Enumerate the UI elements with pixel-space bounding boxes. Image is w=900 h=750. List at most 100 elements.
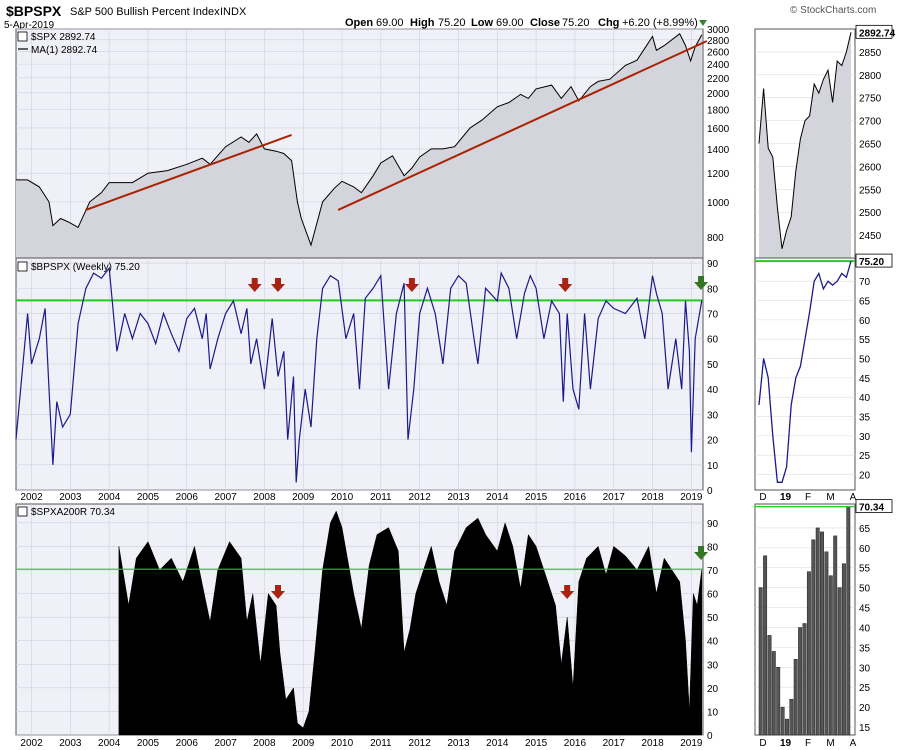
zoom-bar xyxy=(767,635,772,736)
zoom-y-tick: 50 xyxy=(859,355,871,366)
zoom-y-tick: 65 xyxy=(859,297,871,308)
x-tick-label: 2011 xyxy=(370,492,392,503)
x-tick-label: 2012 xyxy=(409,492,432,503)
zoom-area xyxy=(759,32,851,258)
x-tick-label: 2013 xyxy=(447,492,470,503)
zoom-x-tick-label: M xyxy=(826,738,834,749)
bp-y-tick: 70 xyxy=(707,309,719,320)
bullish-percent-panel: 0 10 20 30 40 50 60 70 80 90 $BPSPX (Weekly) 75.20 xyxy=(15,257,719,497)
x-tick-label: 2017 xyxy=(603,738,626,749)
zoom-bar xyxy=(841,563,846,736)
x-tick-label: 2002 xyxy=(20,492,43,503)
a200-y-tick: 10 xyxy=(707,707,719,718)
down-arrow-icon xyxy=(558,278,573,292)
spx-y-tick: 1200 xyxy=(707,169,730,180)
zoom-bar xyxy=(828,575,833,736)
chart-header: $BPSPX S&P 500 Bullish Percent Index IND… xyxy=(4,3,876,31)
zoom-y-tick: 20 xyxy=(859,703,871,714)
x-tick-label: 2006 xyxy=(176,492,199,503)
x-tick-label: 2018 xyxy=(641,738,664,749)
spx-y-tick: 1600 xyxy=(707,124,730,135)
spx-price-panel: 800 1000 1200 1400 1600 1800 2000 2200 240026002… xyxy=(15,25,730,259)
zoom-y-tick: 30 xyxy=(859,663,871,674)
spx-line xyxy=(16,33,703,247)
chg-label: Chg xyxy=(598,17,619,29)
zoom-y-tick: 35 xyxy=(859,643,871,654)
zoom-y-tick: 60 xyxy=(859,544,871,555)
spx-legend-label: $SPX 2892.74 xyxy=(31,32,96,43)
low-label: Low xyxy=(471,17,493,29)
zoom-y-tick: 2650 xyxy=(859,140,882,151)
zoom-bar xyxy=(776,667,781,736)
zoom-x-axis-upper: D 19 F M A xyxy=(759,492,856,503)
zoom-x-tick-label: 19 xyxy=(780,492,792,503)
zoom-bar xyxy=(798,627,803,736)
zoom-y-tick: 55 xyxy=(859,564,871,575)
zoom-y-tick: 15 xyxy=(859,723,871,734)
zoom-y-tick: 2450 xyxy=(859,231,882,242)
x-tick-label: 2005 xyxy=(137,492,160,503)
pct-above-200dma-panel: 0 10 20 30 40 50 60 70 80 90 $SPXA200R 70.34 xyxy=(15,503,719,742)
x-tick-label: 2004 xyxy=(98,492,121,503)
a200-y-tick: 30 xyxy=(707,660,719,671)
zoom-bar xyxy=(763,555,768,736)
up-arrow-icon xyxy=(694,276,709,290)
x-tick-label: 2019 xyxy=(680,738,703,749)
current-value-label: 75.20 xyxy=(859,257,884,268)
zoom-bar xyxy=(771,651,776,736)
bp-y-tick: 30 xyxy=(707,410,719,421)
zoom-y-tick: 40 xyxy=(859,393,871,404)
spx-y-tick: 800 xyxy=(707,233,724,244)
spx-trendline xyxy=(85,134,292,211)
x-tick-label: 2016 xyxy=(564,738,587,749)
zoom-y-tick: 30 xyxy=(859,432,871,443)
down-arrow-icon xyxy=(404,278,419,292)
spx-trendline xyxy=(337,40,708,211)
a200-y-tick: 60 xyxy=(707,590,719,601)
x-tick-label: 2011 xyxy=(370,738,392,749)
spx-y-tick: 2000 xyxy=(707,89,730,100)
zoom-y-tick: 65 xyxy=(859,524,871,535)
bp-legend-label: $BPSPX (Weekly) 75.20 xyxy=(31,262,140,273)
chart-exchange: INDX xyxy=(220,6,247,18)
zoom-y-tick: 40 xyxy=(859,623,871,634)
zoom-y-tick: 25 xyxy=(859,451,871,462)
zoom-y-tick: 2850 xyxy=(859,48,882,59)
current-value-label: 70.34 xyxy=(859,503,884,514)
zoom-bar xyxy=(833,535,838,736)
zoom-bar xyxy=(758,587,763,736)
x-tick-label: 2003 xyxy=(59,492,82,503)
zoom-x-tick-label: F xyxy=(805,738,811,749)
a200-y-tick: 70 xyxy=(707,566,719,577)
open-label: Open xyxy=(345,17,373,29)
x-tick-label: 2007 xyxy=(214,738,237,749)
bp-y-tick: 40 xyxy=(707,385,719,396)
bullish-percent-zoom-panel: 20 25 30 35 40 45 50 55 60 65 70 75.20 xyxy=(754,253,893,491)
zoom-x-axis-lower: D 19 F M A xyxy=(759,738,856,749)
pct-above-200dma-zoom-panel: 15 20 25 30 35 40 45 50 55 60 65 70.34 xyxy=(754,499,893,736)
zoom-x-tick-label: F xyxy=(805,492,811,503)
a200-y-tick: 0 xyxy=(707,731,713,742)
x-tick-label: 2008 xyxy=(253,738,276,749)
zoom-bar xyxy=(780,706,785,736)
zoom-y-tick: 55 xyxy=(859,335,871,346)
high-value: 75.20 xyxy=(438,17,466,29)
zoom-bar xyxy=(802,623,807,736)
spx-y-tick: 1800 xyxy=(707,105,730,116)
a200-y-tick: 90 xyxy=(707,519,719,530)
bp-legend-swatch xyxy=(17,261,28,272)
zoom-x-tick-label: A xyxy=(850,492,857,503)
zoom-y-tick: 2700 xyxy=(859,117,882,128)
x-tick-label: 2012 xyxy=(409,738,432,749)
spx-y-tick: 1000 xyxy=(707,198,730,209)
zoom-y-tick: 60 xyxy=(859,316,871,327)
zoom-y-tick: 45 xyxy=(859,604,871,615)
x-tick-label: 2004 xyxy=(98,738,121,749)
open-value: 69.00 xyxy=(376,17,404,29)
spx-area xyxy=(16,33,702,258)
zoom-x-tick-label: M xyxy=(826,492,834,503)
zoom-y-tick: 20 xyxy=(859,471,871,482)
a200-y-tick: 40 xyxy=(707,637,719,648)
zoom-y-tick: 2550 xyxy=(859,185,882,196)
zoom-y-tick: 2750 xyxy=(859,94,882,105)
